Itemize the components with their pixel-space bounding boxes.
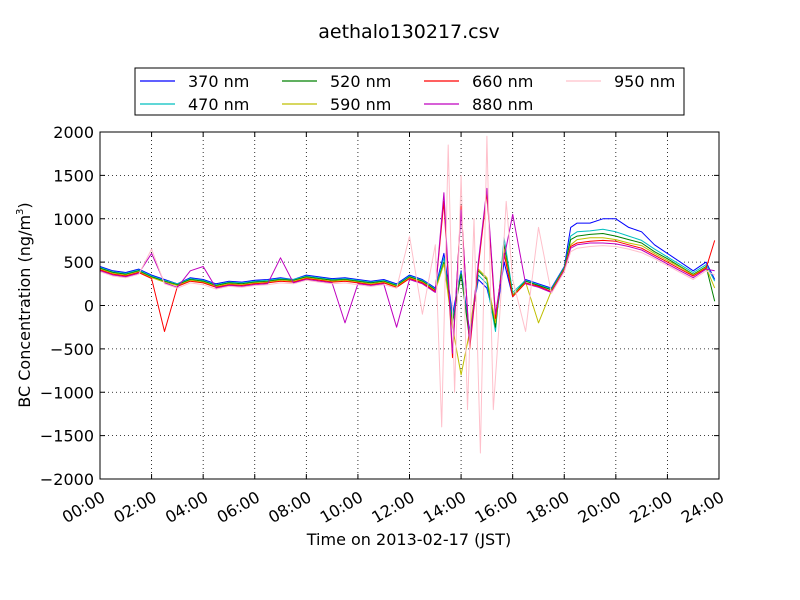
x-tick-label: 20:00	[575, 487, 624, 527]
x-axis-label: Time on 2013-02-17 (JST)	[306, 530, 511, 549]
y-tick-label: −1000	[40, 383, 94, 402]
series-line-7	[99, 135, 715, 454]
x-tick-labels: 00:00 02:00 04:00 06:00 08:00 10:00 12:00 14:00…	[59, 487, 727, 527]
legend-label: 950 nm	[614, 72, 675, 91]
legend-frame	[134, 67, 685, 116]
plot-area	[100, 132, 719, 479]
y-tick-label: −1500	[40, 427, 94, 446]
x-tick-label: 06:00	[214, 487, 263, 527]
y-tick-label: 0	[84, 297, 94, 316]
legend: 370 nm 470 nm 520 nm 590 nm 660 nm 880 nm 950 …	[134, 67, 685, 116]
legend-label: 370 nm	[188, 72, 249, 91]
legend-label: 590 nm	[330, 95, 391, 114]
legend-label: 520 nm	[330, 72, 391, 91]
y-tick-label: 500	[63, 253, 94, 272]
legend-label: 470 nm	[188, 95, 249, 114]
x-tick-label: 00:00	[59, 487, 108, 527]
y-tick-label: 1500	[53, 166, 94, 185]
y-tick-label: −500	[50, 340, 94, 359]
x-tick-label: 04:00	[162, 487, 211, 527]
legend-label: 660 nm	[472, 72, 533, 91]
x-tick-label: 02:00	[110, 487, 159, 527]
y-axis-label: BC Concentration (ng/m3)	[15, 202, 34, 407]
x-tick-label: 08:00	[265, 487, 314, 527]
x-tick-label: 14:00	[420, 487, 469, 527]
y-tick-label: 1000	[53, 210, 94, 229]
x-tick-label: 22:00	[626, 487, 675, 527]
chart-title: aethalo130217.csv	[318, 21, 500, 43]
y-tick-label: 2000	[53, 123, 94, 142]
x-tick-label: 10:00	[317, 487, 366, 527]
x-tick-label: 18:00	[523, 487, 572, 527]
x-tick-label: 16:00	[472, 487, 521, 527]
legend-label: 880 nm	[472, 95, 533, 114]
ticks	[99, 131, 720, 480]
x-tick-label: 24:00	[678, 487, 727, 527]
series-lines	[99, 135, 716, 454]
x-tick-label: 12:00	[368, 487, 417, 527]
y-tick-label: −2000	[40, 470, 94, 489]
y-tick-labels: 2000 1500 1000 500 0 −500 −1000 −1500 −2000	[40, 123, 94, 489]
series-line-6	[99, 187, 715, 354]
